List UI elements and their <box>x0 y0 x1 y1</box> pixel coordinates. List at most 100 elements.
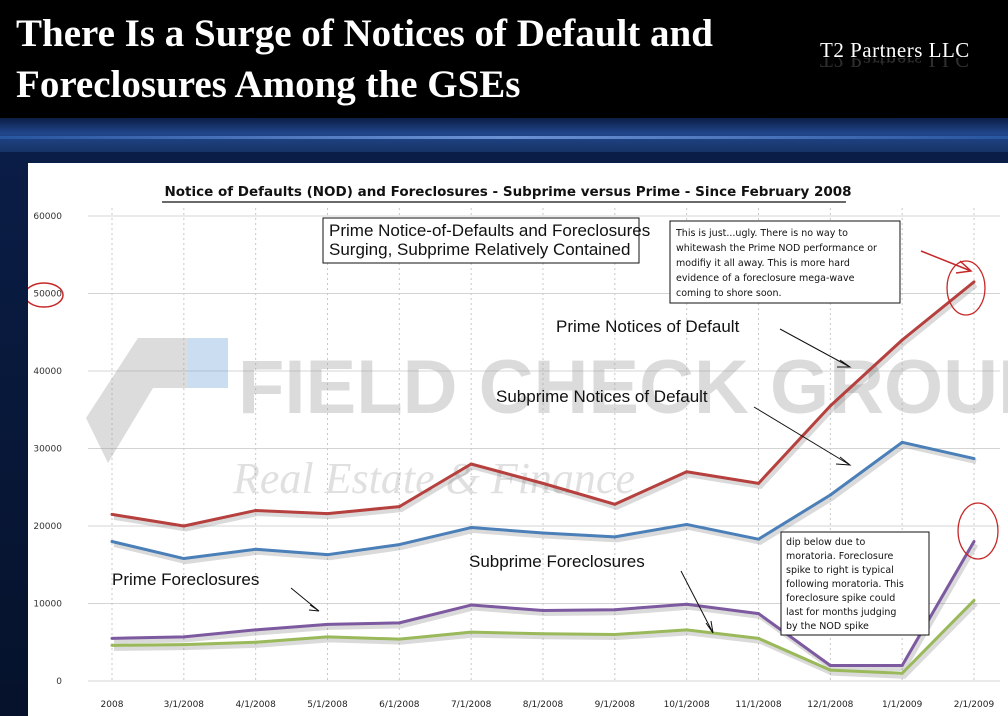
headline-line-1: Prime Notice-of-Defaults and Foreclosure… <box>329 221 650 240</box>
data-point <box>757 537 760 541</box>
data-point <box>972 598 976 602</box>
x-tick-label: 8/1/2008 <box>523 700 564 710</box>
callout-prime-fc-arrow-icon <box>290 587 320 612</box>
headline-line-2: Surging, Subprime Relatively Contained <box>329 240 630 259</box>
x-tick-label: 3/1/2008 <box>164 700 205 710</box>
data-point <box>828 404 832 408</box>
data-point <box>900 440 904 444</box>
watermark: FIELD CHECK GROUP Real Estate & Finance <box>86 338 1008 503</box>
callout-prime-nod-arrow-icon <box>779 328 852 368</box>
data-point <box>326 553 329 557</box>
spike-circle-top <box>946 260 986 316</box>
ugly-line-2: whitewash the Prime NOD performance or <box>676 243 877 254</box>
moratoria-line-6: last for months judging <box>786 607 896 618</box>
data-point <box>469 603 473 607</box>
data-point <box>541 632 545 636</box>
data-point <box>110 636 114 640</box>
chart: Notice of Defaults (NOD) and Foreclosure… <box>28 184 1008 710</box>
ugly-arrow-icon <box>920 250 973 274</box>
moratoria-line-4: following moratoria. This <box>786 579 904 590</box>
callout-subprime-fc-arrow-icon <box>680 570 714 634</box>
data-point <box>254 640 258 644</box>
x-tick-label: 5/1/2008 <box>307 700 348 710</box>
ugly-box <box>669 220 901 304</box>
x-tick-label: 2/1/2009 <box>954 700 995 710</box>
moratoria-annotation: dip below due to moratoria. Foreclosure … <box>780 502 999 636</box>
data-point <box>469 526 473 530</box>
watermark-sub: Real Estate & Finance <box>232 454 635 503</box>
series-shadow <box>113 543 979 671</box>
data-point <box>972 540 976 543</box>
y-tick-label: 20000 <box>33 522 62 532</box>
x-tick-label: 6/1/2008 <box>379 700 420 710</box>
data-point <box>397 637 401 641</box>
slide-title: There Is a Surge of Notices of Default a… <box>16 8 806 110</box>
x-tick-label: 4/1/2008 <box>235 700 276 710</box>
company-logo: T2 Partners LLC <box>820 38 970 62</box>
data-point <box>182 524 186 528</box>
x-tick-label: 11/1/2008 <box>735 700 781 710</box>
ugly-line-4: evidence of a foreclosure mega-wave <box>676 273 855 284</box>
data-point <box>972 280 976 284</box>
data-point <box>828 668 832 672</box>
callout-prime-nod: Prime Notices of Default <box>556 317 740 336</box>
ugly-annotation: This is just...ugly. There is no way to … <box>669 220 986 316</box>
moratoria-line-3: spike to right is typical <box>786 565 894 576</box>
data-point <box>613 608 617 612</box>
moratoria-line-2: moratoria. Foreclosure <box>786 551 894 562</box>
data-point <box>685 522 689 526</box>
logo-reflection-text: T2 Partners LLC <box>820 58 970 72</box>
data-point <box>685 628 689 632</box>
data-point <box>254 628 258 632</box>
callout-subprime-foreclosures: Subprime Foreclosures <box>469 552 645 571</box>
data-point <box>541 608 545 612</box>
moratoria-box <box>780 531 930 636</box>
callout-subprime-nod-arrow-icon <box>753 406 852 466</box>
ugly-line-3: modifiy it all away. This is more hard <box>676 258 850 269</box>
series-shadow <box>113 601 978 679</box>
decorative-band <box>0 118 1008 152</box>
headline-box <box>322 217 640 264</box>
data-point <box>397 543 401 547</box>
y-tick-label: 10000 <box>33 600 62 610</box>
data-point <box>182 557 186 561</box>
data-point <box>900 671 904 675</box>
spike-circle-bottom <box>957 502 999 560</box>
data-point <box>182 635 186 639</box>
data-point <box>254 547 258 551</box>
data-point <box>254 509 258 512</box>
ugly-line-5: coming to shore soon. <box>676 288 782 299</box>
decorative-stripe <box>0 136 1008 139</box>
data-point <box>110 540 114 543</box>
data-point <box>110 512 114 516</box>
series-shadow <box>113 442 977 565</box>
data-point <box>613 502 617 506</box>
x-axis-ticks: 2008 3/1/2008 4/1/2008 5/1/2008 6/1/2008 7/1/… <box>101 700 995 710</box>
data-point <box>326 512 329 516</box>
data-point <box>541 531 545 535</box>
chart-panel: Notice of Defaults (NOD) and Foreclosure… <box>28 163 1008 716</box>
data-point <box>972 457 976 461</box>
moratoria-line-7: by the NOD spike <box>786 621 869 632</box>
data-point <box>182 643 186 647</box>
data-point <box>685 470 689 474</box>
slide-title-line-2: Foreclosures Among the GSEs <box>16 63 521 106</box>
data-point <box>469 462 473 466</box>
x-tick-label: 2008 <box>101 700 124 710</box>
data-point <box>757 481 760 485</box>
y-tick-label: 30000 <box>33 445 62 455</box>
series-layer <box>110 280 979 679</box>
y-tick-label: 60000 <box>33 212 62 222</box>
data-point <box>397 621 401 625</box>
y-tick-label: 50000 <box>33 290 62 300</box>
series-callouts: Prime Notices of Default Subprime Notice… <box>112 317 852 634</box>
data-point <box>469 630 473 634</box>
moratoria-line-1: dip below due to <box>786 537 865 548</box>
callout-prime-foreclosures: Prime Foreclosures <box>112 570 259 589</box>
data-point <box>685 602 689 606</box>
y-tick-label: 0 <box>56 677 62 687</box>
watermark-arrow-icon <box>86 338 188 463</box>
data-point <box>110 643 114 647</box>
chart-title: Notice of Defaults (NOD) and Foreclosure… <box>164 184 851 200</box>
x-tick-label: 1/1/2009 <box>882 700 923 710</box>
